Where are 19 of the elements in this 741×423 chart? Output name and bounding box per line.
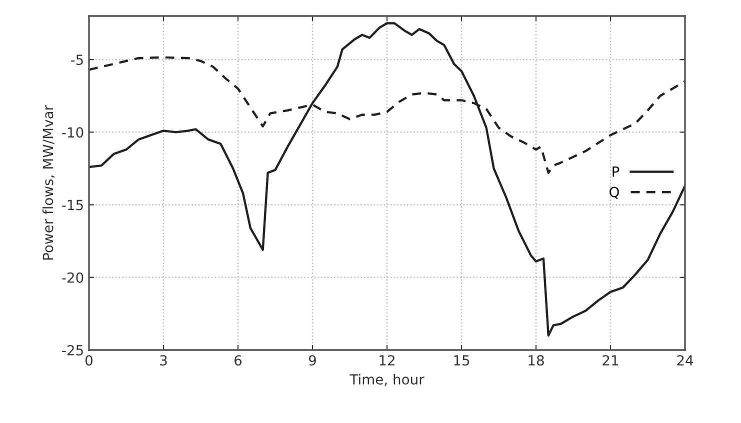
x-tick-label: 6 (234, 355, 242, 366)
y-tick-label: -25 (62, 344, 83, 356)
y-tick-label: -10 (62, 127, 84, 138)
x-axis-title: Time, hour (350, 374, 424, 386)
legend-label: P (612, 166, 620, 177)
y-tick-label: -15 (62, 200, 83, 210)
legend-label: Q (610, 186, 619, 199)
x-tick-label: 9 (308, 355, 316, 366)
x-tick-label: 21 (602, 355, 618, 366)
line-series (89, 22, 685, 337)
x-tick-label: 15 (454, 355, 470, 366)
y-tick-label: -5 (70, 54, 83, 66)
x-tick-label: 24 (677, 355, 694, 366)
y-tick-label: -20 (62, 272, 84, 283)
x-tick-label: 18 (528, 355, 544, 366)
x-tick-label: 0 (85, 355, 92, 366)
y-axis-title: Power flows, MW/Mvar (42, 105, 55, 260)
x-tick-label: 3 (160, 355, 167, 366)
x-tick-label: 12 (380, 355, 394, 366)
